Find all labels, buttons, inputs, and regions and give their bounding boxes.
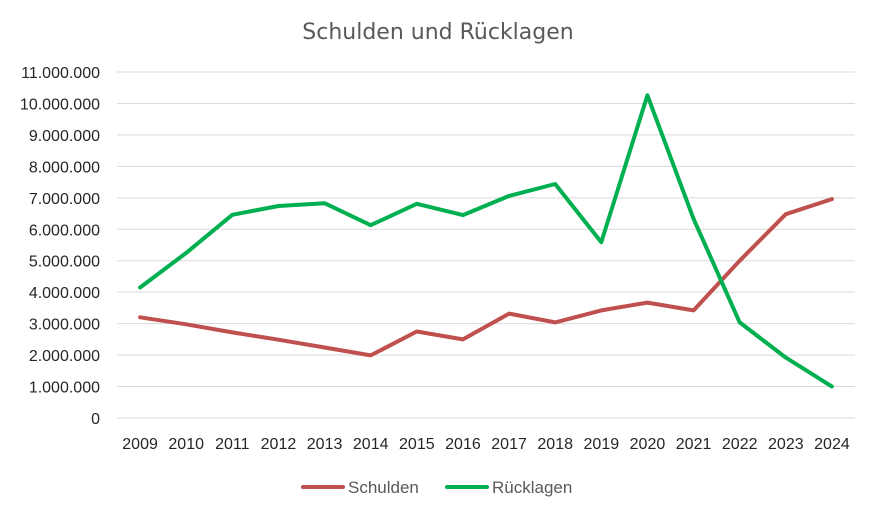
- x-tick-label: 2024: [814, 436, 850, 453]
- y-tick-label: 8.000.000: [29, 159, 100, 176]
- y-tick-label: 1.000.000: [29, 380, 100, 397]
- x-tick-label: 2017: [491, 436, 527, 453]
- y-tick-label: 6.000.000: [29, 222, 100, 239]
- series-line-ruecklagen: [138, 93, 834, 389]
- x-tick-label: 2011: [215, 436, 250, 453]
- y-tick-label: 7.000.000: [29, 191, 100, 208]
- x-tick-label: 2021: [676, 436, 712, 453]
- y-tick-label: 10.000.000: [20, 96, 100, 113]
- x-tick-label: 2014: [353, 436, 389, 453]
- x-tick-label: 2023: [768, 436, 804, 453]
- y-tick-label: 4.000.000: [29, 285, 100, 302]
- series-lines: [138, 93, 834, 389]
- x-tick-label: 2013: [307, 436, 343, 453]
- y-tick-label: 9.000.000: [29, 128, 100, 145]
- y-tick-label: 2.000.000: [29, 348, 100, 365]
- y-tick-label: 3.000.000: [29, 317, 100, 334]
- x-tick-label: 2020: [630, 436, 666, 453]
- x-tick-label: 2012: [261, 436, 297, 453]
- y-axis-tick-labels: 0 1.000.000 2.000.000 3.000.000 4.000.000 5.0…: [20, 65, 100, 428]
- x-tick-label: 2022: [722, 436, 758, 453]
- x-tick-label: 2018: [537, 436, 573, 453]
- x-tick-label: 2009: [122, 436, 158, 453]
- y-tick-label: 5.000.000: [29, 254, 100, 271]
- x-tick-label: 2010: [168, 436, 204, 453]
- chart-title: Schulden und Rücklagen: [302, 20, 573, 45]
- x-tick-label: 2015: [399, 436, 435, 453]
- x-axis-tick-labels: 2009 2010 2011 2012 2013 2014 2015 2016 2017 2018…: [122, 436, 850, 453]
- legend: Schulden Rücklagen: [301, 478, 572, 497]
- x-tick-label: 2016: [445, 436, 481, 453]
- gridlines: [117, 71, 855, 419]
- legend-label: Schulden: [348, 478, 419, 497]
- y-tick-label: 0: [91, 411, 100, 428]
- legend-label: Rücklagen: [492, 478, 572, 497]
- y-tick-label: 11.000.000: [21, 65, 100, 82]
- x-tick-label: 2019: [584, 436, 620, 453]
- series-line-schulden: [138, 197, 834, 358]
